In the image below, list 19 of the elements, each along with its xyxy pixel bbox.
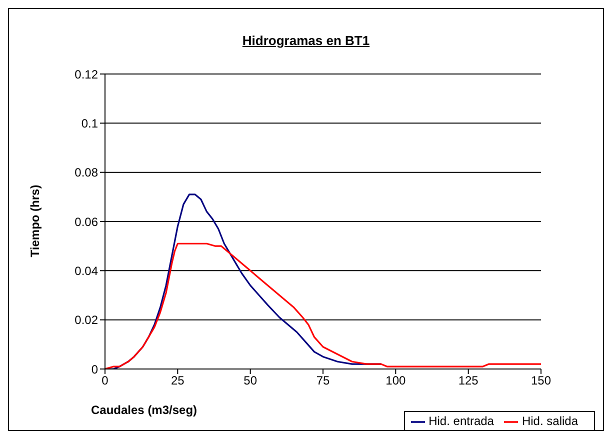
y-tick-label: 0 [91,362,98,376]
legend-label: Hid. salida [522,414,578,428]
x-axis-title: Caudales (m3/seg) [91,403,198,417]
y-tick-label: 0.04 [74,264,98,278]
x-tick-label: 150 [530,374,552,388]
x-tick-label: 50 [244,374,258,388]
x-tick-label: 0 [102,374,109,388]
legend-label: Hid. entrada [428,414,494,428]
x-tick-label: 75 [316,374,330,388]
chart-title: Hidrogramas en BT1 [241,33,371,48]
x-tick-label: 125 [458,374,479,388]
y-tick-label: 0.06 [74,214,98,229]
y-axis-title: Tiempo (hrs) [28,184,42,258]
y-tick-label: 0.1 [81,116,98,130]
y-tick-label: 0.12 [74,67,98,82]
x-tick-label: 25 [170,374,185,388]
y-tick-label: 0.08 [74,166,98,180]
y-tick-label: 0.02 [74,313,98,328]
x-tick-label: 100 [386,374,406,388]
